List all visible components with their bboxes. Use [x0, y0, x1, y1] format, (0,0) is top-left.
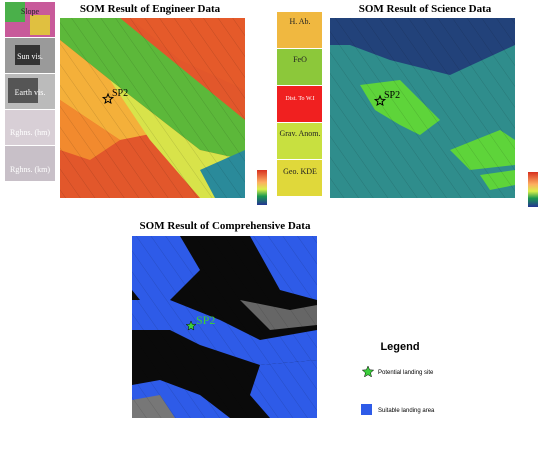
panel-title: SOM Result of Comprehensive Data	[140, 220, 311, 232]
marker-label: SP2	[384, 90, 400, 101]
marker-label: SP2	[112, 88, 128, 99]
science-layer-thumbnails	[277, 12, 322, 196]
engineer-map	[60, 18, 245, 198]
layer-label: H. Ab.	[289, 17, 310, 26]
layer-label: Rghns. (hm)	[10, 128, 50, 137]
science-map	[330, 18, 515, 198]
layer-label: Geo. KDE	[283, 167, 317, 176]
marker-star	[373, 94, 387, 107]
legend-star	[361, 365, 375, 378]
layer-label: Grav. Anom.	[279, 129, 320, 138]
panel-title: SOM Result of Engineer Data	[80, 3, 221, 15]
layer-label: Dist. To W.I	[285, 96, 314, 102]
panel-title: SOM Result of Science Data	[359, 3, 492, 15]
legend-title: Legend	[380, 341, 419, 353]
marker-label: SP2	[196, 313, 215, 327]
colorbar	[257, 170, 267, 205]
engineer-layer-thumbnails	[5, 2, 55, 181]
layer-label: Sun vis.	[17, 52, 43, 61]
colorbar	[528, 172, 538, 207]
marker-star	[101, 92, 115, 105]
comprehensive-map	[132, 236, 317, 418]
layer-label: Slope	[21, 7, 40, 16]
layer-label: FeO	[293, 55, 307, 64]
layer-label: Rghns. (km)	[10, 165, 50, 174]
layer-label: Earth vis.	[15, 88, 46, 97]
legend-label: Potential landing site	[378, 370, 434, 376]
marker-star	[185, 320, 197, 331]
legend-swatch	[361, 404, 372, 415]
legend-label: Suitable landing area	[378, 408, 435, 414]
